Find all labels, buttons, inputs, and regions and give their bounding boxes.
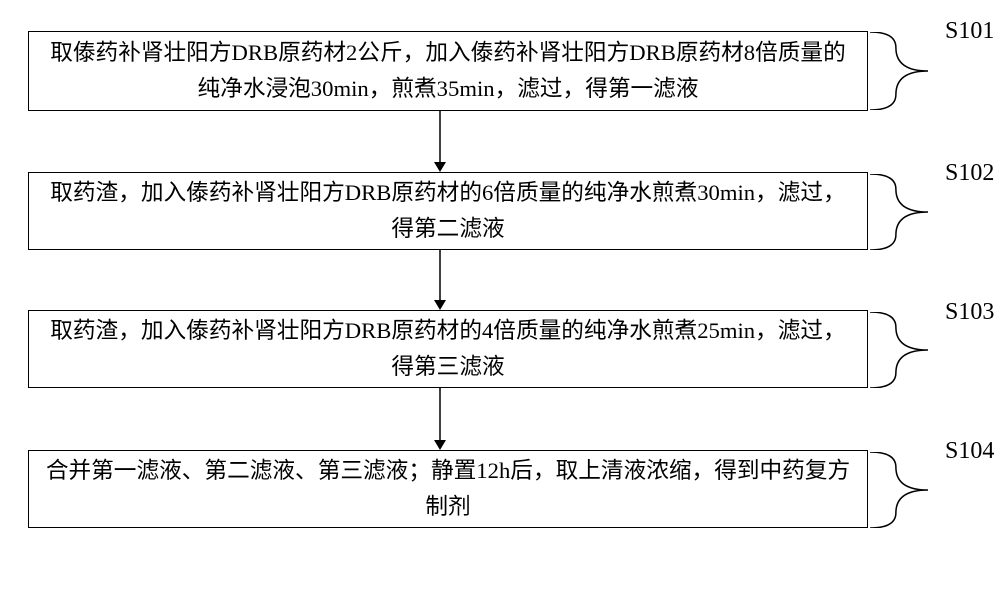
brace-s104 — [868, 452, 930, 528]
brace-s103 — [868, 312, 930, 388]
step-box-s102: 取药渣，加入傣药补肾壮阳方DRB原药材的6倍质量的纯净水煎煮30min，滤过，得… — [28, 172, 868, 250]
step-box-s101: 取傣药补肾壮阳方DRB原药材2公斤，加入傣药补肾壮阳方DRB原药材8倍质量的纯净… — [28, 31, 868, 111]
arrow-3 — [430, 388, 450, 450]
step-text: 合并第一滤液、第二滤液、第三滤液；静置12h后，取上清液浓缩，得到中药复方制剂 — [41, 453, 855, 526]
flowchart: 取傣药补肾壮阳方DRB原药材2公斤，加入傣药补肾壮阳方DRB原药材8倍质量的纯净… — [0, 0, 1000, 601]
step-text: 取傣药补肾壮阳方DRB原药材2公斤，加入傣药补肾壮阳方DRB原药材8倍质量的纯净… — [41, 35, 855, 108]
step-text: 取药渣，加入傣药补肾壮阳方DRB原药材的6倍质量的纯净水煎煮30min，滤过，得… — [41, 175, 855, 248]
step-label-s101: S101 — [945, 18, 994, 45]
brace-s101 — [868, 32, 930, 110]
brace-s102 — [868, 174, 930, 250]
step-label-s103: S103 — [945, 299, 994, 326]
step-text: 取药渣，加入傣药补肾壮阳方DRB原药材的4倍质量的纯净水煎煮25min，滤过，得… — [41, 313, 855, 386]
arrow-1 — [430, 111, 450, 172]
step-box-s103: 取药渣，加入傣药补肾壮阳方DRB原药材的4倍质量的纯净水煎煮25min，滤过，得… — [28, 310, 868, 388]
arrow-2 — [430, 250, 450, 310]
step-box-s104: 合并第一滤液、第二滤液、第三滤液；静置12h后，取上清液浓缩，得到中药复方制剂 — [28, 450, 868, 528]
step-label-s104: S104 — [945, 438, 994, 465]
step-label-s102: S102 — [945, 160, 994, 187]
